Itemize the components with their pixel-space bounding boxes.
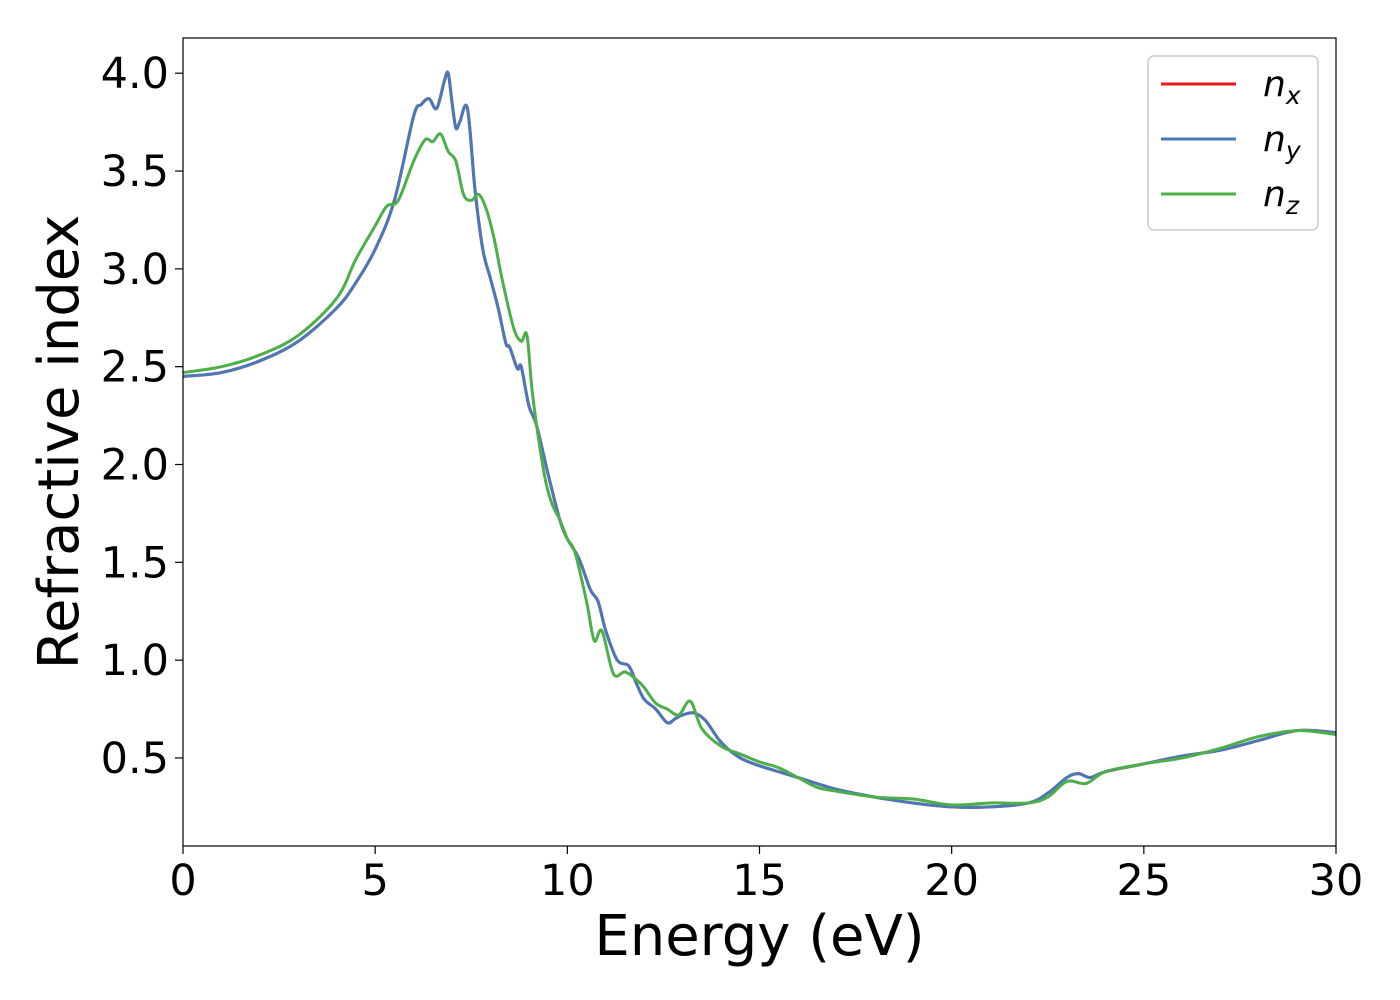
- x-tick-label: 0: [169, 856, 196, 906]
- y-tick-label: 2.5: [101, 343, 169, 393]
- legend-label-subscript: z: [1285, 191, 1300, 220]
- y-axis: 0.5 1.0 1.5 2.0 2.5 3.0 3.5 4.0: [101, 49, 183, 784]
- y-tick-label: 3.5: [101, 147, 169, 197]
- series-layer: [183, 70, 1336, 809]
- legend-label-base: n: [1263, 174, 1286, 215]
- x-tick-label: 30: [1309, 856, 1364, 906]
- legend-label-x: nx: [1263, 64, 1301, 110]
- legend-label-base: n: [1263, 119, 1286, 160]
- y-axis-label: Refractive index: [27, 215, 92, 670]
- x-tick-label: 25: [1116, 856, 1171, 906]
- x-tick-label: 15: [732, 856, 787, 906]
- y-tick-label: 3.0: [101, 245, 169, 295]
- x-tick-label: 5: [361, 856, 388, 906]
- y-tick-label: 2.0: [101, 440, 169, 490]
- x-tick-label: 20: [924, 856, 979, 906]
- legend-label-z: nz: [1263, 174, 1300, 220]
- legend-box: [1147, 55, 1319, 231]
- x-tick-label: 10: [540, 856, 595, 906]
- y-tick-label: 1.0: [101, 636, 169, 686]
- x-axis-label: Energy (eV): [594, 904, 924, 969]
- series-line-z: [183, 132, 1336, 807]
- legend-label-base: n: [1263, 64, 1286, 105]
- legend-label-subscript: y: [1285, 136, 1302, 165]
- y-tick-label: 0.5: [101, 734, 169, 784]
- legend-label-subscript: x: [1285, 81, 1301, 110]
- y-tick-label: 1.5: [101, 538, 169, 588]
- x-axis: 0 5 10 15 20 25 30: [169, 846, 1363, 906]
- y-tick-label: 4.0: [101, 49, 169, 99]
- legend-label-y: ny: [1263, 119, 1302, 165]
